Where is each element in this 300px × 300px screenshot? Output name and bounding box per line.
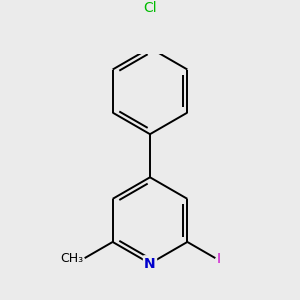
Text: CH₃: CH₃ bbox=[60, 252, 83, 265]
Text: I: I bbox=[217, 252, 221, 266]
Text: Cl: Cl bbox=[143, 1, 157, 15]
Text: N: N bbox=[144, 256, 156, 271]
